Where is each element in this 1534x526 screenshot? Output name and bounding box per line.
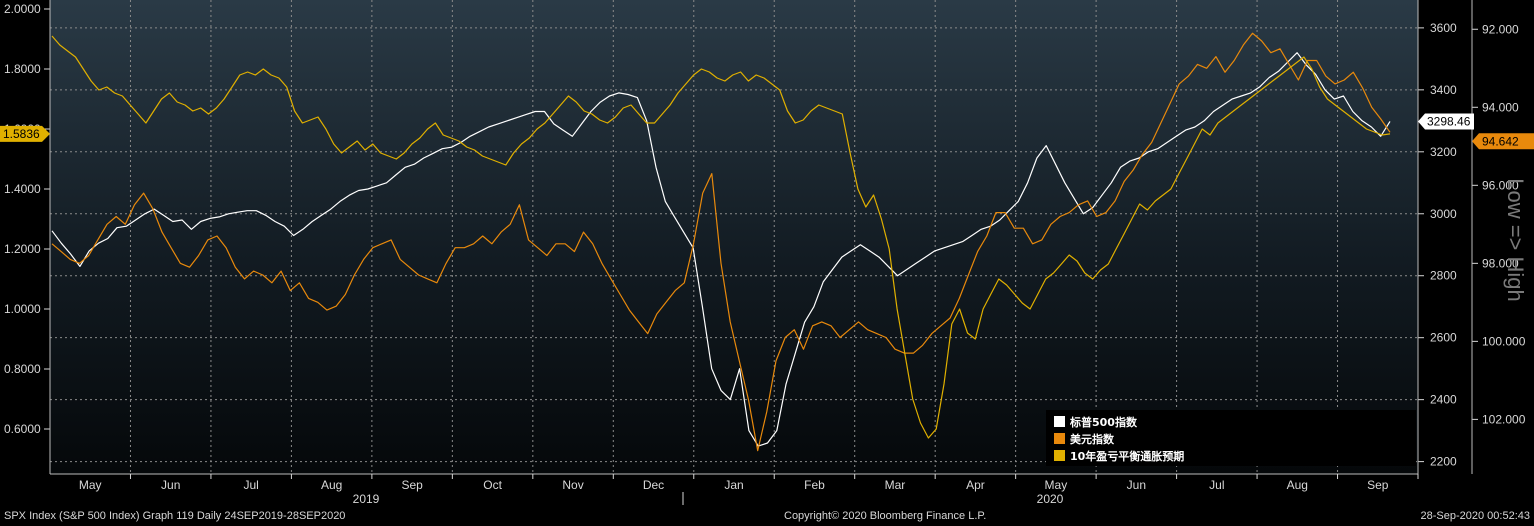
x-axis-month-label: Mar [885,478,906,492]
x-axis-month-label: Sep [1367,478,1389,492]
x-axis-month-label: Sep [401,478,423,492]
left-axis-tick-label: 1.4000 [4,182,41,196]
legend-entry-dxy: 美元指数 [1054,431,1114,447]
right-axis-1-tick-label: 2200 [1430,455,1457,469]
x-axis-year-label: 2019 [353,492,380,506]
x-axis-year-label: 2020 [1037,492,1064,506]
last-value-marker-dxy [1472,133,1534,150]
x-axis-month-label: Apr [966,478,985,492]
x-axis-month-label: May [79,478,102,492]
last-value-marker-spx [1418,113,1474,130]
right-axis-2-tick-label: 94.000 [1482,100,1519,114]
right-axis-2-tick-label: 96.000 [1482,178,1519,192]
legend-entry-spx: 标普500指数 [1054,414,1137,430]
series-line-1 [51,32,1391,452]
legend: 标普500指数 美元指数 10年盈亏平衡通胀预期 [1046,410,1416,466]
legend-entry-breakeven: 10年盈亏平衡通胀预期 [1054,448,1184,464]
x-axis-month-label: Oct [483,478,502,492]
x-axis-month-label: Aug [1287,478,1308,492]
series-line-2 [51,35,1391,439]
legend-swatch-dxy [1054,433,1065,444]
right-axis-2-tick-label: 102.000 [1482,412,1526,426]
last-value-marker-breakeven [0,125,50,142]
left-axis-tick-label: 1.0000 [4,302,41,316]
right-axis-2-tick-label: 98.000 [1482,256,1519,270]
legend-label-breakeven: 10年盈亏平衡通胀预期 [1070,450,1185,463]
x-axis-month-label: Jul [244,478,259,492]
x-axis-month-label: Jul [1209,478,1224,492]
series-line-0 [51,52,1391,447]
left-axis-tick-label: 2.0000 [4,2,41,16]
x-axis-month-label: Aug [321,478,342,492]
footer-security-info: SPX Index (S&P 500 Index) Graph 119 Dail… [4,510,346,522]
right-axis-2-tick-label: 100.000 [1482,334,1526,348]
x-axis-month-label: Feb [804,478,825,492]
footer-copyright: Copyright© 2020 Bloomberg Finance L.P. [784,510,987,522]
chart: 3600 3400 3200 3000 2800 2600 2400 2200 2.0000 1.… [0,0,1534,506]
right-axis-1-tick-label: 2800 [1430,269,1457,283]
legend-swatch-breakeven [1054,450,1065,461]
left-axis-tick-label: 1.8000 [4,62,41,76]
right-axis-2-label: Low => High [1503,178,1528,302]
left-axis-tick-label: 0.8000 [4,362,41,376]
right-axis-1-tick-label: 2600 [1430,331,1457,345]
last-value-text-dxy: 94.642 [1482,134,1519,148]
left-axis-tick-label: 0.6000 [4,422,41,436]
footer-timestamp: 28-Sep-2020 00:52:43 [1420,510,1530,522]
x-axis-month-label: Nov [562,478,583,492]
legend-swatch-spx [1054,416,1065,427]
legend-label-spx: 标普500指数 [1070,416,1137,429]
right-axis-2-tick-label: 92.000 [1482,22,1519,36]
last-value-text-breakeven: 1.5836 [3,127,40,141]
x-axis-month-label: Jun [1127,478,1146,492]
last-value-markers: 1.5836 3298.46 94.642 [0,113,1534,150]
x-axis-month-label: Jan [724,478,743,492]
last-value-text-spx: 3298.46 [1427,114,1471,128]
right-axis-1-tick-label: 3200 [1430,145,1457,159]
legend-label-dxy: 美元指数 [1070,433,1114,446]
right-axis-1-tick-label: 2400 [1430,393,1457,407]
series-lines [51,32,1391,452]
x-axis-month-label: May [1045,478,1068,492]
right-axis-1-tick-label: 3000 [1430,207,1457,221]
right-axis-1-tick-label: 3600 [1430,21,1457,35]
plot-area [50,0,1418,474]
x-axis-month-label: Jun [161,478,180,492]
left-axis-tick-label: 1.2000 [4,242,41,256]
x-axis-month-label: Dec [643,478,664,492]
right-axis-1-tick-label: 3400 [1430,83,1457,97]
footer-bar: SPX Index (S&P 500 Index) Graph 119 Dail… [0,506,1534,526]
